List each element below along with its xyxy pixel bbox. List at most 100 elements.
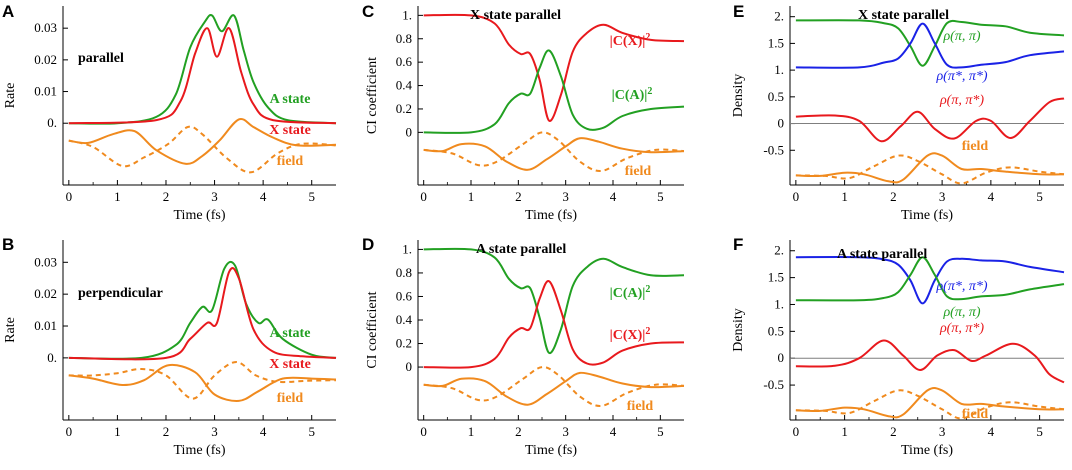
y-tick-label: 0.6 <box>396 54 413 69</box>
series--c-x-2 <box>423 13 685 122</box>
y-tick-label: 0.6 <box>396 288 413 303</box>
x-tick-label: 5 <box>308 189 315 204</box>
y-tick-label: 0.03 <box>34 254 57 269</box>
y-tick-label: 2. <box>774 9 784 24</box>
x-tick-label: 4 <box>988 189 995 204</box>
y-tick-label: 2. <box>774 243 784 258</box>
x-axis-label: Time (fs) <box>174 443 226 458</box>
series-- <box>795 19 1065 67</box>
series-field-dashed <box>795 154 1065 185</box>
annotation-orange: field <box>277 154 304 169</box>
x-tick-label: 1 <box>841 189 848 204</box>
annotation-green: A state <box>270 326 311 341</box>
x-axis-label: Time (fs) <box>901 443 953 458</box>
series-field <box>795 387 1065 419</box>
panel-D: D 0 1 2 3 4 5 0 0.2 0.4 0.6 0.8 1. Time (fs) CI coeffi… <box>362 235 685 458</box>
annotation-blue: ρ(π*, π*) <box>935 279 987 294</box>
x-tick-label: 2 <box>515 424 522 439</box>
x-axis-label: Time (fs) <box>901 208 953 223</box>
annotation-red: X state <box>269 357 311 372</box>
y-axis-label: Density <box>731 308 746 352</box>
x-tick-label: 4 <box>610 189 617 204</box>
series-- <box>795 339 1065 384</box>
x-tick-label: 1 <box>114 189 121 204</box>
y-tick-label: 0.4 <box>396 312 413 327</box>
x-tick-label: 2 <box>163 424 170 439</box>
y-tick-label: 0.5 <box>768 323 784 338</box>
panel-label-D: D <box>362 235 374 254</box>
series-field <box>423 371 685 406</box>
series-- <box>795 22 1065 69</box>
x-tick-label: 0 <box>793 189 800 204</box>
y-tick-label: 0.4 <box>396 78 413 93</box>
annotation-red: ρ(π, π*) <box>939 321 984 336</box>
x-tick-label: 5 <box>308 424 315 439</box>
x-tick-label: 3 <box>939 424 946 439</box>
series-field-dashed <box>795 389 1065 420</box>
annotation-red: X state <box>269 123 311 138</box>
panel-B: B 0 1 2 3 4 5 0. 0.01 0.02 0.03 Time (fs) Rate perpen… <box>2 235 337 458</box>
panel-label-C: C <box>362 2 374 21</box>
y-tick-label: 1. <box>774 296 784 311</box>
annotation-blue: ρ(π*, π*) <box>935 69 987 84</box>
annotation-orange: field <box>625 164 652 179</box>
series-- <box>795 97 1065 143</box>
y-tick-label: 0.03 <box>34 20 57 35</box>
annotation-green: |C(A)|2 <box>610 284 651 302</box>
y-axis-label: CI coefficient <box>365 57 380 134</box>
x-tick-label: 5 <box>657 189 664 204</box>
annotation-orange: field <box>962 407 989 422</box>
series-field-dashed <box>423 366 685 407</box>
series-field-dashed <box>68 125 337 174</box>
x-tick-label: 5 <box>1036 424 1043 439</box>
x-tick-label: 4 <box>988 424 995 439</box>
x-tick-label: 0 <box>420 189 427 204</box>
panel-label-B: B <box>2 235 14 254</box>
x-axis-label: Time (fs) <box>525 443 577 458</box>
panel-label-F: F <box>733 235 743 254</box>
x-tick-label: 1 <box>841 424 848 439</box>
y-tick-label: 0. <box>47 115 57 130</box>
series-field <box>68 117 337 165</box>
panel-label-E: E <box>733 2 744 21</box>
x-tick-label: 3 <box>562 424 569 439</box>
y-axis-label: Rate <box>3 317 18 343</box>
y-tick-label: 1.5 <box>768 35 784 50</box>
annotation-red: |C(X)|2 <box>610 32 651 50</box>
series-field <box>795 152 1065 184</box>
y-axis-label: CI coefficient <box>365 291 380 368</box>
x-tick-label: 3 <box>562 189 569 204</box>
x-tick-label: 0 <box>420 424 427 439</box>
y-tick-label: 0.2 <box>396 101 412 116</box>
y-tick-label: 0 <box>406 124 413 139</box>
series--c-x-2 <box>423 280 685 369</box>
y-tick-label: 1. <box>774 62 784 77</box>
x-tick-label: 0 <box>793 424 800 439</box>
x-tick-label: 2 <box>890 189 897 204</box>
panel-title: X state parallel <box>858 8 949 23</box>
x-tick-label: 2 <box>515 189 522 204</box>
x-tick-label: 0 <box>66 424 73 439</box>
panel-E: E 0 1 2 3 4 5 -0.5 0 0.5 1. 1.5 2. Time (fs) Density X … <box>731 2 1065 223</box>
annotation-red: |C(X)|2 <box>610 326 651 344</box>
annotation-green: ρ(π, π) <box>942 305 980 320</box>
annotation-orange: field <box>962 139 989 154</box>
y-tick-label: 0.8 <box>396 265 412 280</box>
x-tick-label: 1 <box>468 189 475 204</box>
x-tick-label: 3 <box>211 189 218 204</box>
x-tick-label: 4 <box>610 424 617 439</box>
y-tick-label: 0.02 <box>34 52 57 67</box>
annotation-red: ρ(π, π*) <box>939 93 984 108</box>
x-tick-label: 0 <box>66 189 73 204</box>
series-field-dashed <box>68 360 337 400</box>
x-tick-label: 2 <box>890 424 897 439</box>
panel-title: A state parallel <box>476 242 566 257</box>
x-tick-label: 2 <box>163 189 170 204</box>
x-tick-label: 1 <box>114 424 121 439</box>
y-tick-label: 0.01 <box>34 318 57 333</box>
series-- <box>795 256 1065 302</box>
panel-label-A: A <box>2 2 14 21</box>
series-- <box>795 256 1065 305</box>
x-tick-label: 3 <box>211 424 218 439</box>
series-field-dashed <box>423 131 685 173</box>
